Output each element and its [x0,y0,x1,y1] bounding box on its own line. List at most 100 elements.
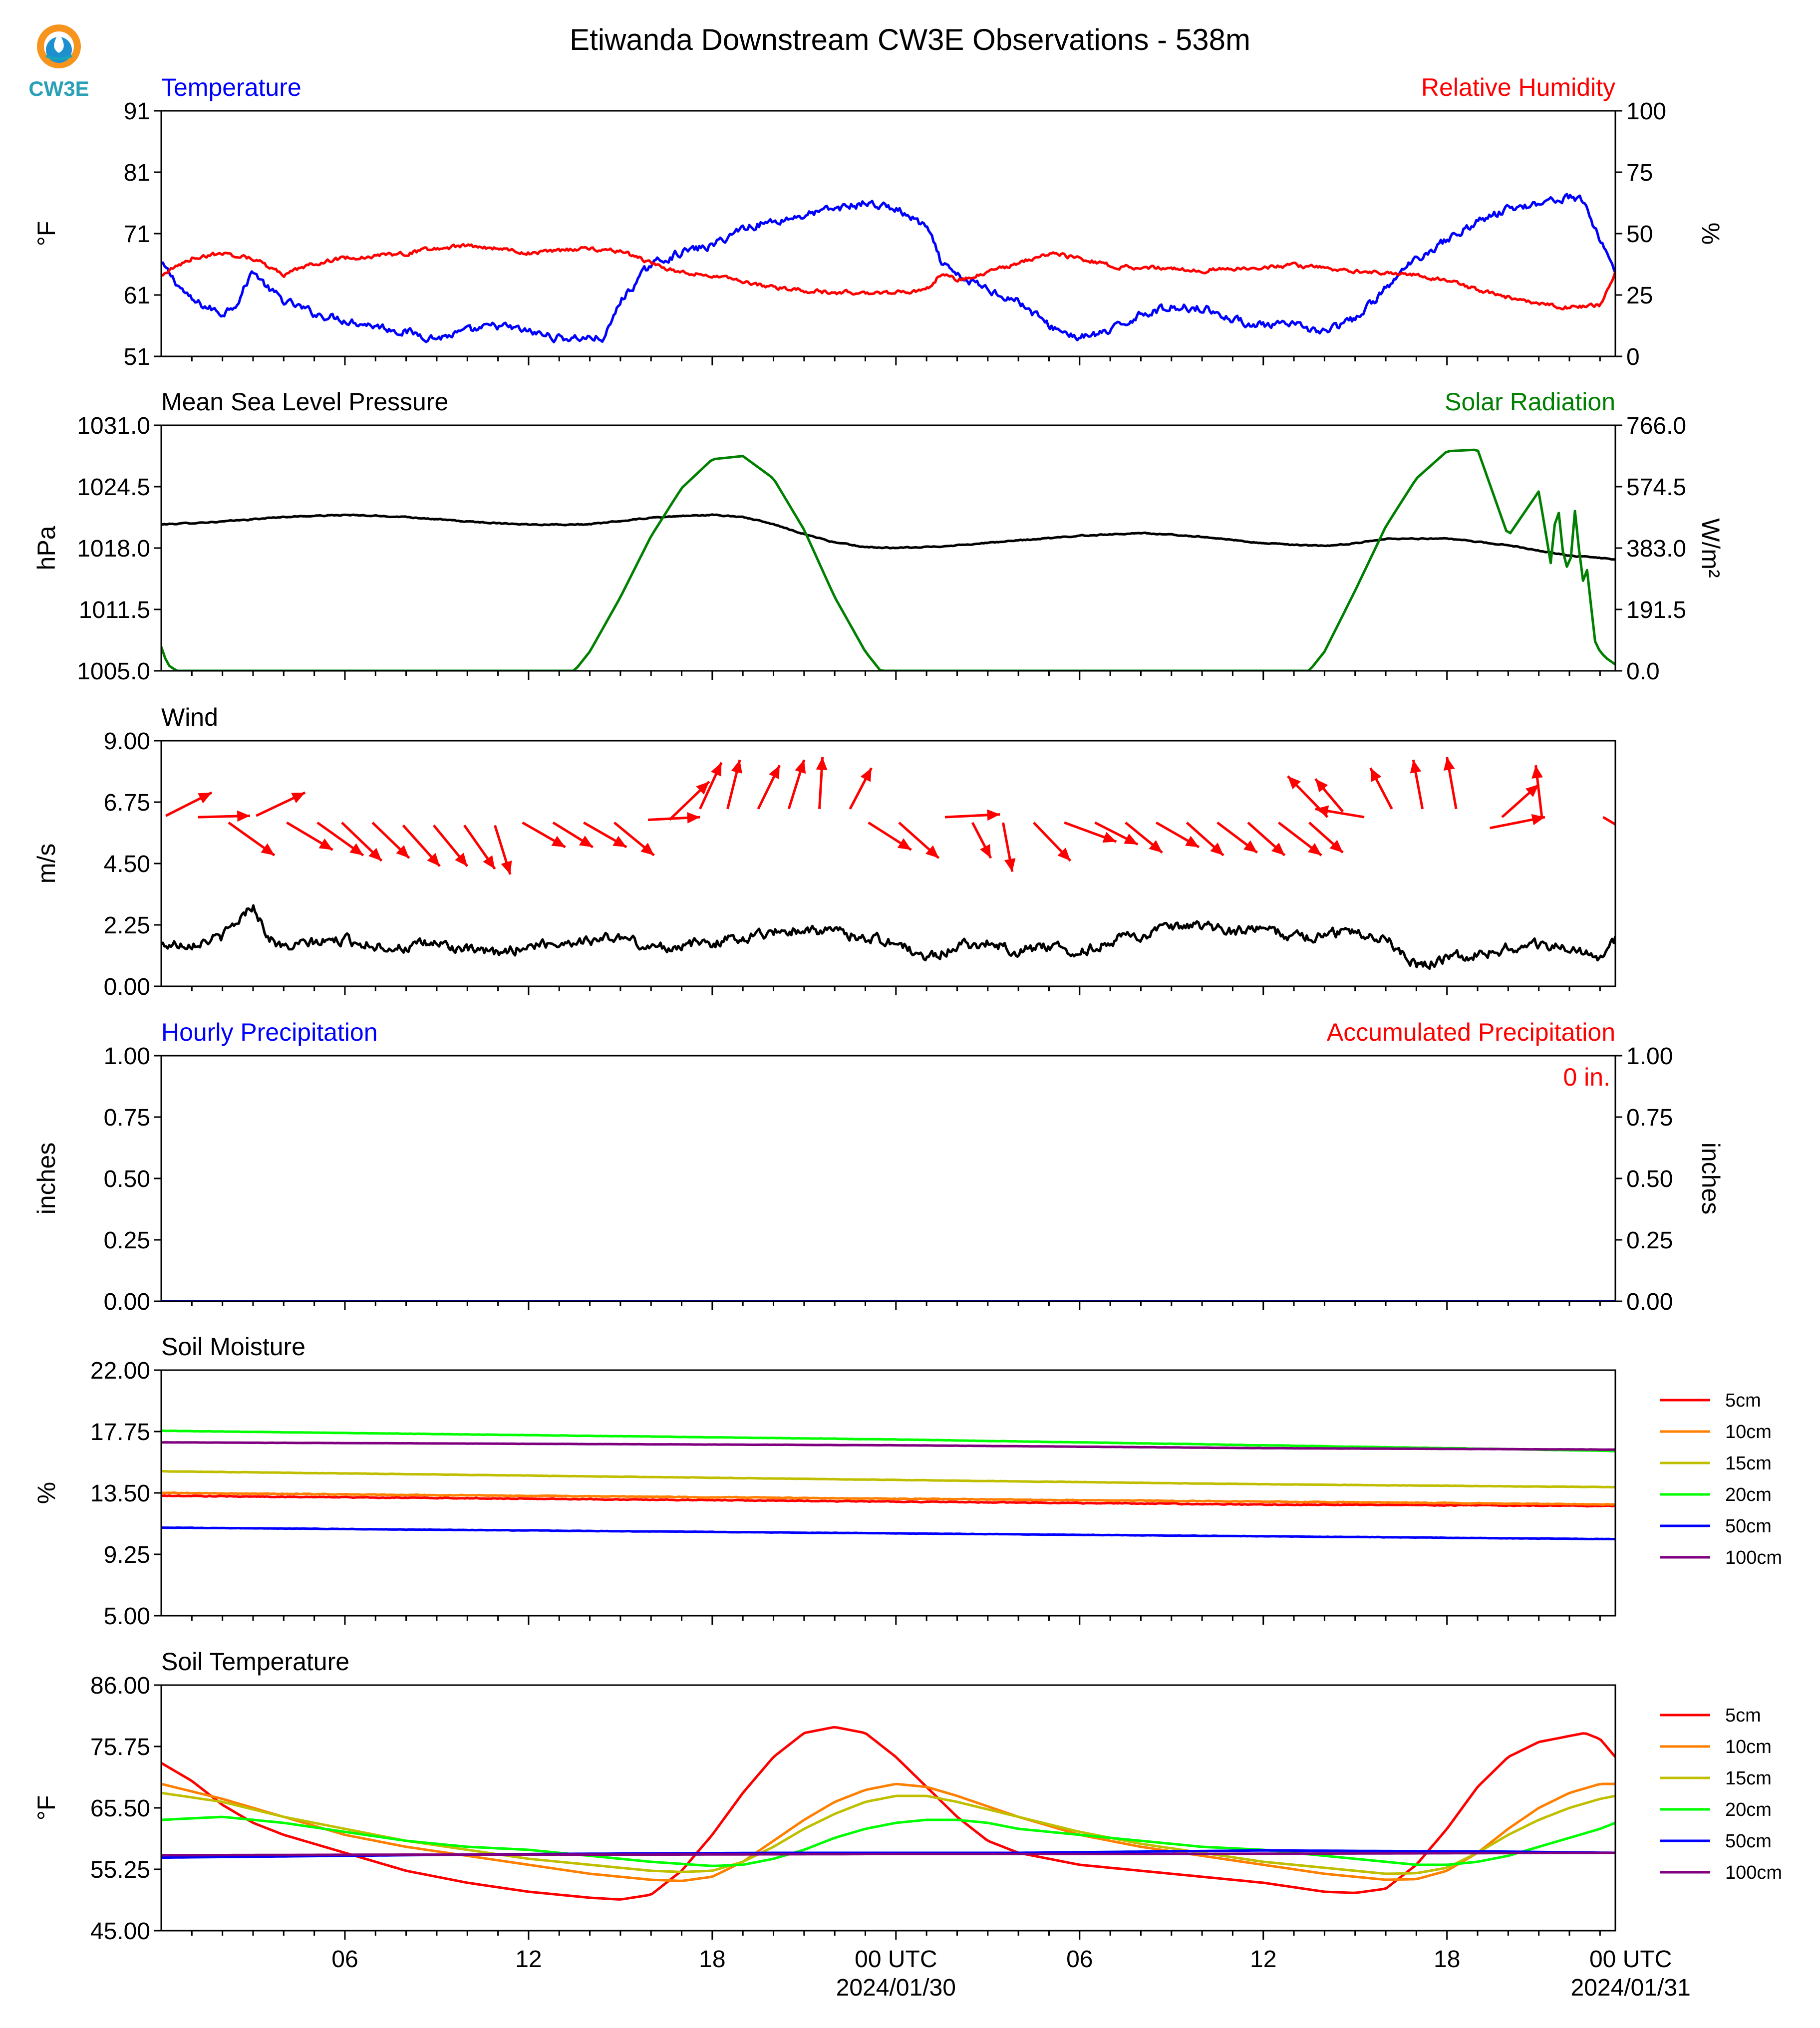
y-tick-label: 17.75 [90,1419,150,1446]
y-tick-label: 45.00 [90,1918,150,1945]
y-tick-label: 9.00 [104,728,150,755]
y-axis-label: °F [32,221,60,247]
wind-arrow [198,810,250,822]
y-tick-label: 81 [124,160,150,186]
y-axis-label: inches [32,1143,60,1215]
wind-arrow [898,822,940,859]
panel-pressure_solar: Mean Sea Level Pressure Solar Radiation 10… [32,388,1725,685]
wind-arrow [1315,805,1365,819]
y-right-axis-label: W/m² [1697,518,1725,578]
y-tick-label: 1031.0 [77,413,150,439]
legend-label: 50cm [1725,1831,1772,1852]
y-tick-label: 71 [124,221,150,248]
series-line-10cm [161,1491,1615,1506]
wind-arrow [341,822,383,862]
x-tick-label: 00 UTC [1589,1946,1672,1973]
series-line-0 [161,193,1615,343]
wind-arrow [228,821,276,857]
wind-arrow [971,822,992,859]
wind-arrow [1094,821,1139,846]
wind-arrow [1125,822,1163,854]
panel-title-left: Hourly Precipitation [161,1018,378,1046]
y-tick-label: 0.75 [104,1105,150,1131]
series-line-10cm [161,1782,1615,1882]
wind-arrow [1155,821,1200,849]
wind-arrow [757,765,781,810]
accumulated-precip-annotation: 0 in. [1563,1063,1610,1091]
y-right-axis-label: inches [1697,1143,1725,1215]
panel-title-right: Accumulated Precipitation [1327,1018,1615,1046]
panel-frame [160,740,1616,987]
panel-frame [160,1055,1616,1302]
legend-label: 20cm [1725,1484,1772,1505]
wind-arrow [1277,822,1322,857]
wind-arrow [522,821,566,849]
wind-arrow [1308,822,1344,854]
panel-title-right: Relative Humidity [1421,73,1615,101]
wind-arrow [1314,778,1344,813]
y-right-tick-label: 0.00 [1626,1289,1673,1315]
panel-soil_temp: Soil Temperature 45.00 55.25 65.50 75.75 86.0… [32,1648,1782,1945]
legend-label: 15cm [1725,1453,1772,1474]
x-date-label: 2024/01/30 [836,1975,956,2001]
wind-arrow [787,759,806,810]
y-right-tick-label: 0.75 [1626,1105,1673,1131]
legend-label: 100cm [1725,1547,1782,1568]
panel-title-left: Temperature [161,73,302,101]
y-tick-label: 0.25 [104,1227,150,1254]
y-right-tick-label: 25 [1626,283,1653,309]
x-tick-label: 06 [1066,1946,1093,1973]
legend-label: 50cm [1725,1516,1772,1537]
wind-arrow [583,821,627,849]
wind-arrow [1002,822,1016,872]
y-axis-label: % [32,1482,60,1504]
wind-arrow [371,822,410,859]
panel-precip: Hourly Precipitation Accumulated Precipit… [32,1018,1725,1315]
y-tick-label: 1011.5 [79,597,150,623]
y-tick-label: 22.00 [90,1358,150,1384]
y-tick-label: 61 [124,283,150,309]
panel-title-right: Solar Radiation [1445,388,1615,416]
y-tick-label: 55.25 [90,1857,150,1883]
wind-arrow [494,825,512,875]
y-right-tick-label: 100 [1626,98,1666,125]
wind-arrow [1443,757,1458,810]
series-line-100cm [161,1441,1615,1451]
panel-wind: Wind 0.00 2.25 4.50 6.75 9.00 m/s [32,703,1616,1000]
x-tick-label: 12 [515,1946,542,1973]
y-right-tick-label: 0.50 [1626,1166,1673,1192]
x-tick-label: 06 [331,1946,358,1973]
wind-arrow [165,791,213,817]
y-right-tick-label: 0.0 [1626,658,1660,685]
series-line-0 [161,513,1615,561]
wind-arrow [868,821,912,851]
wind-arrow [286,821,333,851]
wind-arrow [432,824,469,868]
x-tick-label: 18 [1434,1946,1460,1973]
wind-arrow [316,821,364,857]
legend-label: 5cm [1725,1390,1761,1411]
y-right-tick-label: 75 [1626,160,1653,186]
legend-label: 15cm [1725,1768,1772,1789]
legend: 5cm 10cm 15cm 20cm 50cm 100cm [1660,1390,1782,1568]
cw3e-logo-text: CW3E [28,77,89,100]
figure-title: Etiwanda Downstream CW3E Observations - … [570,23,1250,56]
panel-title-left: Wind [161,703,218,731]
y-tick-label: 4.50 [104,851,150,877]
wind-arrow [1247,822,1286,857]
x-date-label: 2024/01/31 [1571,1975,1691,2001]
wind-arrow [1410,759,1424,810]
wind-arrow [1064,821,1117,843]
wind-arrow [1032,822,1072,862]
legend-label: 10cm [1725,1737,1772,1757]
y-right-tick-label: 574.5 [1626,474,1686,501]
wind-arrow [1531,765,1543,818]
series-line-100cm [161,1851,1615,1857]
y-right-tick-label: 1.00 [1626,1043,1673,1070]
y-right-tick-label: 191.5 [1626,597,1686,623]
y-right-tick-label: 50 [1626,221,1653,248]
y-tick-label: 0.50 [104,1166,150,1192]
y-tick-label: 6.75 [104,790,150,816]
y-right-axis-label: % [1697,223,1725,245]
